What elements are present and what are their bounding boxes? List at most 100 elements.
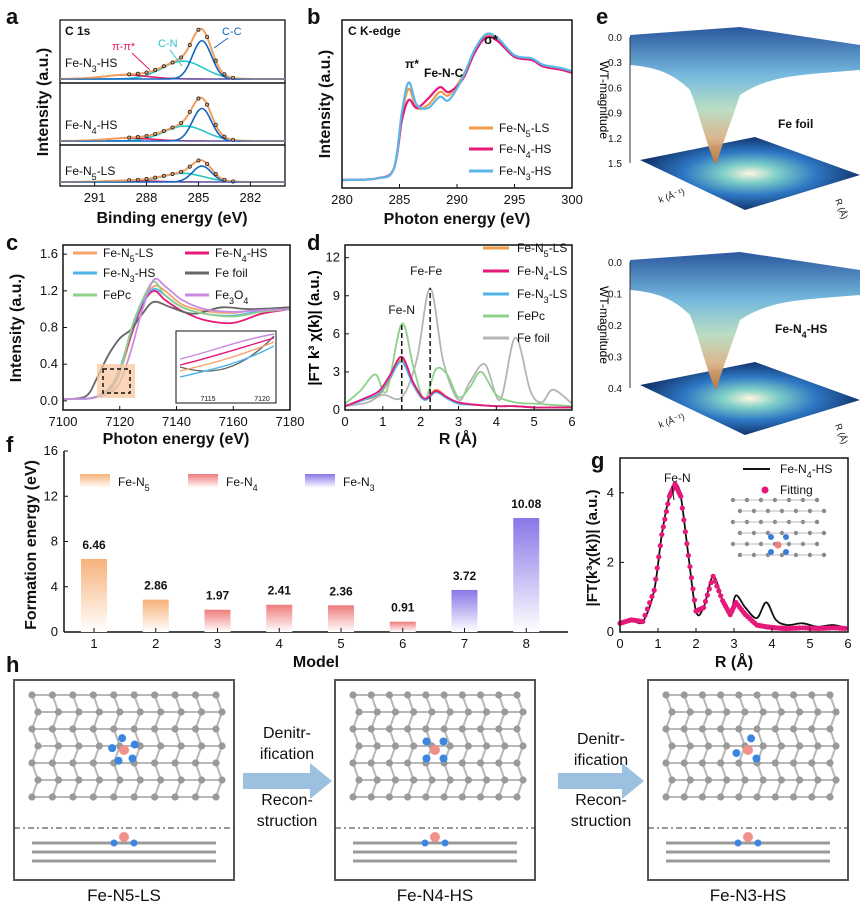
y-axis-label: |FT k³ χ(k)| (a.u.) [306, 270, 323, 385]
carbon-atom [458, 691, 466, 699]
carbon-atom [191, 759, 200, 767]
raw-data-point [144, 177, 149, 182]
fitting-point [653, 576, 659, 582]
x-tick-label: 7120 [105, 414, 134, 429]
carbon-atom [110, 691, 118, 699]
raw-data-point [222, 134, 227, 139]
series-line [341, 32, 573, 182]
carbon-atom [513, 725, 521, 733]
carbon-atom [717, 691, 725, 699]
carbon-atom [428, 776, 436, 784]
carbon-atom [771, 793, 779, 801]
transition-arrow-1 [243, 763, 332, 799]
fitting-point [647, 600, 653, 606]
annot-c-n: C-N [158, 38, 178, 50]
fitting-point [654, 565, 660, 571]
iron-atom [774, 541, 782, 549]
nitrogen-atom [128, 754, 137, 763]
carbon-atom [704, 708, 713, 716]
y-tick-label: 2 [607, 554, 614, 569]
raw-data-point [153, 67, 158, 72]
inset-x-tick-label: 7115 [200, 396, 215, 403]
legend-swatch [188, 474, 218, 488]
nitrogen-atom [130, 740, 139, 749]
carbon-atom [789, 725, 798, 733]
carbon-atom [814, 776, 822, 784]
carbon-atom [789, 691, 798, 699]
panel-letter-g: g [591, 448, 605, 473]
cc-peak [59, 107, 285, 142]
y-tick-label: 0.8 [40, 320, 58, 335]
x-tick-label: 2 [692, 636, 699, 651]
carbon-atom [476, 725, 485, 733]
fitting-point [842, 625, 848, 631]
carbon-atom [54, 776, 63, 784]
carbon-atom [130, 793, 138, 801]
carbon-atom [385, 691, 394, 699]
x-axis-label: Photon energy (eV) [103, 431, 250, 448]
carbon-atom [191, 793, 200, 801]
annot-pi-arrow [131, 52, 151, 71]
annot-cn-arrow [169, 49, 183, 67]
x-tick-label: 3 [214, 636, 221, 651]
nitrogen-atom [783, 534, 789, 540]
bar-value-label: 2.86 [144, 579, 168, 593]
fitting-point [640, 618, 646, 625]
annot-fe-n: Fe-N [388, 303, 415, 317]
carbon-atom [404, 691, 412, 699]
carbon-atom [171, 759, 179, 767]
annot-cc-arrow [213, 37, 229, 49]
panel-e-chart: 0.0 0.3 0.6 0.9 1.2 1.5 WT-magnitude Fe foil k (… [597, 27, 860, 445]
fitting-point [657, 543, 663, 549]
carbon-atom [95, 776, 103, 784]
annot-fe-n-line [671, 485, 675, 501]
carbon-atom [482, 708, 491, 716]
carbon-atom [735, 691, 743, 699]
carbon-atom [832, 708, 840, 716]
panel-letter-e: e [596, 4, 609, 29]
carbon-atom [795, 742, 804, 750]
raw-data-point [205, 34, 210, 39]
carbon-atom [404, 725, 412, 733]
bar [451, 589, 478, 632]
carbon-atom [89, 691, 97, 699]
arrow-2-line-3: Recon- [575, 792, 627, 809]
carbon-atom [704, 742, 713, 750]
carbon-atom [464, 742, 472, 750]
fitting-point [649, 593, 655, 600]
x-tick-label: 285 [389, 192, 411, 207]
raw-data-point [161, 64, 166, 69]
legend-label: Fe-N4-LS [517, 264, 567, 282]
nitrogen-atom [422, 754, 431, 763]
bar [142, 599, 169, 632]
nitrogen-atom [439, 737, 448, 746]
fitting-point [663, 508, 669, 515]
carbon-atom [171, 793, 179, 801]
bar [389, 621, 416, 632]
z-tick-label: 0.9 [608, 109, 622, 120]
y-tick-label: 0 [607, 624, 614, 639]
panel-c-chart: 7100 7120 7140 7160 7180 0.0 0.4 0.8 1.2 1.6 7115 7… [8, 246, 304, 448]
raw-data-point [170, 125, 175, 130]
carbon-atom [116, 776, 124, 784]
carbon-atom [69, 691, 77, 699]
carbon-atom [440, 725, 448, 733]
carbon-atom [130, 725, 138, 733]
inset-line [179, 345, 275, 378]
iron-atom [119, 745, 129, 755]
carbon-atom [110, 725, 118, 733]
carbon-atom [704, 776, 713, 784]
wt-plot: 0.0 0.1 0.2 0.3 0.4 WT-magnitude Fe-N4-HS k (Å⁻… [597, 252, 860, 445]
carbon-atom [385, 793, 394, 801]
inset-line [179, 341, 275, 372]
raw-data-point [135, 71, 140, 76]
panel-letter-a: a [6, 4, 19, 29]
fitting-point [688, 575, 695, 581]
fitting-point [718, 593, 724, 599]
carbon-atom [814, 497, 820, 503]
x-tick-label: 3 [455, 414, 462, 429]
raw-data-point [179, 120, 184, 125]
carbon-atom [391, 776, 400, 784]
x-tick-label: 0 [341, 414, 348, 429]
